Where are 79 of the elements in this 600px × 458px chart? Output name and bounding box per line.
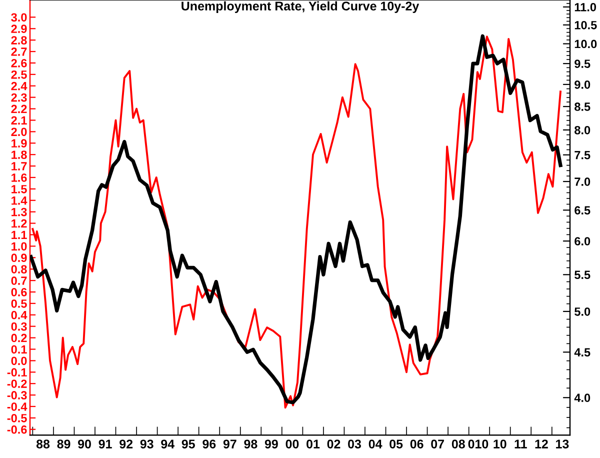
y-tick-label: 0.8 (11, 265, 27, 274)
y2-tick-label: 4.0 (574, 394, 590, 402)
x-tick-label: 97 (223, 440, 236, 448)
y-tick-label: 1.9 (12, 139, 27, 148)
x-tick-label: 12 (535, 440, 548, 448)
y-tick-label: 1.8 (12, 150, 27, 159)
y-tick-label: 1.3 (12, 208, 27, 216)
y2-tick-label: 6.0 (574, 237, 590, 246)
y2-tick-label: 10.0 (574, 40, 597, 48)
x-tick-label: 13 (556, 440, 569, 448)
y-tick-label: -0.3 (7, 391, 27, 400)
x-tick-label: 06 (410, 440, 424, 448)
y-tick-label: 2.7 (11, 48, 27, 56)
y2-tick-label: 8.5 (574, 102, 590, 111)
x-tick-label: 07 (431, 440, 444, 448)
y-tick-label: -0.6 (7, 425, 27, 434)
x-tick-label: 91 (98, 440, 112, 448)
y-tick-label: 0.0 (11, 356, 27, 366)
y-tick-label: 2.9 (11, 24, 27, 34)
y-tick-label: 2.8 (11, 36, 27, 44)
y-tick-label: 0.6 (11, 288, 27, 296)
x-tick-label: 05 (390, 440, 403, 448)
y2-tick-label: 7.0 (574, 178, 590, 186)
y2-tick-label: 6.5 (574, 206, 590, 215)
y-tick-label: 1.4 (12, 196, 28, 205)
x-tick-label: 88 (36, 440, 50, 448)
y-tick-label: 1.5 (12, 185, 27, 194)
y2-tick-label: 7.5 (574, 151, 590, 160)
x-tick-label: 98 (244, 440, 258, 448)
x-tick-label: 11 (514, 440, 527, 448)
y-tick-label: 1.1 (12, 230, 27, 240)
x-tick-label: 93 (140, 440, 154, 448)
y-tick-label: -0.1 (7, 368, 27, 377)
y-tick-label: 3.0 (11, 13, 27, 22)
y2-tick-label: 4.5 (574, 348, 590, 357)
y-tick-label: -0.5 (7, 414, 27, 422)
y-tick-label: 0.2 (11, 334, 27, 342)
y-tick-label: 2.1 (11, 116, 27, 125)
y-tick-label: 2.3 (11, 93, 27, 102)
y2-tick-label: 5.5 (574, 270, 590, 280)
y-tick-label: 1.6 (12, 174, 27, 182)
y-tick-label: -0.4 (7, 402, 28, 411)
y-tick-label: 0.1 (11, 345, 27, 354)
x-tick-label: 10 (494, 440, 506, 448)
y-tick-label: 2.0 (11, 128, 27, 136)
y-tick-label: 2.4 (11, 82, 28, 90)
x-tick-label: 01 (306, 440, 320, 448)
x-tick-label: 010 (468, 440, 488, 448)
y-tick-label: 0.9 (11, 254, 27, 262)
y2-tick-label: 9.0 (574, 80, 590, 89)
y2-tick-label: 8.0 (574, 126, 590, 134)
x-tick-label: 94 (161, 440, 174, 448)
y2-tick-label: 9.5 (574, 60, 590, 68)
y-tick-label: 2.5 (11, 70, 27, 79)
y-tick-label: 1.2 (12, 219, 27, 228)
y2-tick-label: 11.0 (574, 2, 596, 12)
x-tick-label: 03 (348, 440, 361, 448)
y-tick-label: 1.7 (12, 162, 27, 170)
y-tick-label: 2.2 (11, 104, 27, 114)
x-tick-label: 02 (327, 440, 340, 448)
y-tick-label: 2.6 (11, 59, 27, 68)
x-tick-label: 92 (120, 440, 133, 448)
y-tick-label: 0.5 (11, 299, 27, 308)
x-tick-label: 96 (202, 440, 216, 448)
x-tick-label: 08 (452, 440, 465, 448)
y2-tick-label: 10.5 (574, 20, 597, 30)
y-tick-label: 0.3 (11, 322, 27, 331)
x-tick-label: 90 (78, 440, 91, 448)
x-tick-label: 99 (264, 440, 278, 448)
chart-title: Unemployment Rate, Yield Curve 10y-2y (182, 1, 420, 13)
y-tick-label: 0.7 (11, 276, 27, 285)
x-tick-label: 04 (368, 440, 382, 448)
y-tick-label: 0.4 (11, 310, 28, 320)
y2-tick-label: 5.0 (574, 307, 590, 316)
x-tick-label: 95 (182, 440, 195, 448)
x-tick-label: 00 (286, 440, 299, 448)
y-tick-label: -0.2 (7, 380, 27, 388)
y-tick-label: 1.0 (12, 242, 27, 251)
x-tick-label: 89 (57, 440, 70, 448)
